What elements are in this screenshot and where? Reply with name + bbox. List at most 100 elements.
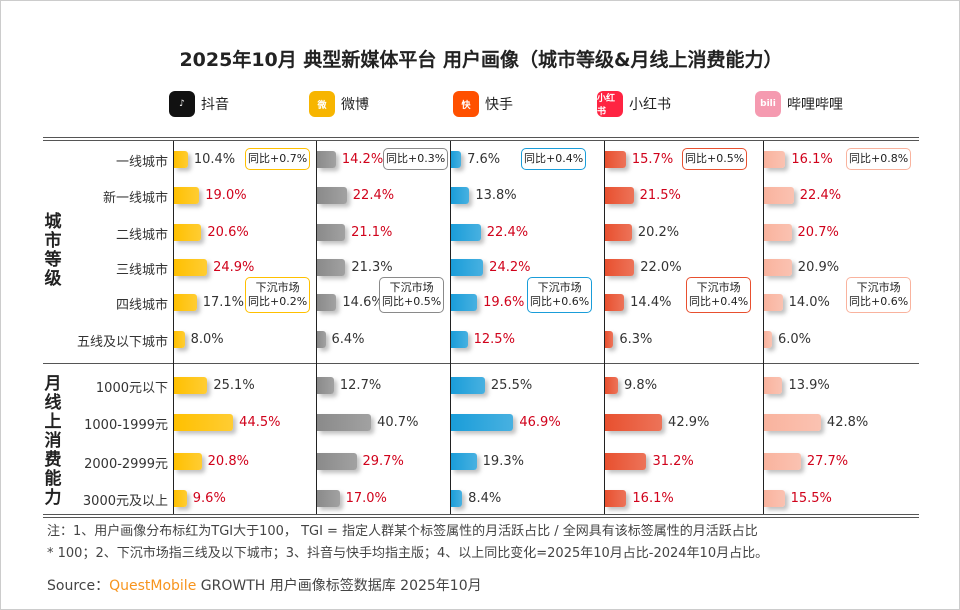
data-label: 25.5% [490,378,533,393]
data-label: 20.7% [797,225,839,240]
bar-city [605,224,632,241]
bar-income [605,490,627,507]
data-label: 24.2% [489,260,531,275]
axis-line-0 [173,141,174,514]
group-label-1: 月线上消费能力 [44,374,62,508]
bar-city [451,151,462,168]
data-label: 20.8% [207,454,249,469]
callout-value: 同比+0.4% [689,295,749,308]
yoy-tier1-callout: 同比+0.7% [245,148,311,170]
data-label: 22.4% [352,188,395,203]
data-label: 29.7% [362,454,404,469]
data-label: 27.7% [806,454,849,469]
bar-city [317,151,336,168]
source-prefix: Source： [47,578,110,594]
bar-income [451,490,463,507]
callout-value: 同比+0.2% [248,295,308,308]
data-label: 8.0% [190,332,224,347]
data-label: 14.4% [630,295,672,310]
bar-income [317,414,372,431]
data-label: 17.0% [345,491,387,506]
data-label: 9.6% [192,491,226,506]
platform-name: 抖音 [201,97,229,113]
platform-logo-4: bili 哔哩哔哩 [755,91,843,117]
bar-city [174,151,188,168]
data-label: 42.8% [826,415,869,430]
bar-city [174,187,200,204]
douyin-icon: ♪ [169,91,195,117]
bar-city [451,331,468,348]
platform-logo-3: 小红书 小红书 [597,91,671,117]
platform-name: 小红书 [629,97,671,113]
weibo-icon: 微 [309,91,335,117]
data-label: 20.9% [797,260,840,275]
bar-city [764,224,792,241]
platform-logo-2: 快快手 [453,91,513,117]
axis-line-2 [450,141,451,514]
yoy-tier1-callout: 同比+0.3% [383,148,449,170]
platform-logo-1: 微微博 [309,91,369,117]
yoy-sinking-callout: 下沉市场 同比+0.6% [846,277,912,313]
yoy-sinking-callout: 下沉市场 同比+0.4% [686,277,752,313]
bar-city [174,224,202,241]
bar-city [174,331,185,348]
bar-city [605,151,626,168]
top-divider [43,137,919,138]
bar-income [605,414,663,431]
data-label: 14.2% [341,152,384,167]
bar-income [174,414,234,431]
footnote-line-2: * 100；2、下沉市场指三线及以下城市；3、抖音与快手均指主版；4、以上同比变… [47,546,769,561]
data-label: 8.4% [468,491,502,506]
bar-city [317,294,337,311]
callout-title: 下沉市场 [696,281,741,294]
data-label: 7.6% [467,152,501,167]
platform-name: 快手 [485,97,513,113]
category-label: 三线城市 [115,263,168,278]
data-label: 31.2% [652,454,694,469]
bar-income [317,377,334,394]
data-label: 21.5% [639,188,681,203]
bar-city [764,294,783,311]
callout-title: 下沉市场 [856,281,901,294]
yoy-tier1-callout: 同比+0.4% [521,148,587,170]
bar-income [174,453,202,470]
data-label: 20.6% [207,225,249,240]
data-label: 13.9% [788,378,830,393]
bar-city [605,331,614,348]
bar-city [605,259,635,276]
category-label: 3000元及以上 [82,494,168,509]
bottom-divider [43,514,919,515]
data-label: 19.6% [483,295,525,310]
bar-income [174,490,187,507]
yoy-sinking-callout: 下沉市场 同比+0.2% [245,277,311,313]
bar-city [174,294,197,311]
category-label: 五线及以下城市 [76,335,168,350]
platform-name: 微博 [341,97,369,113]
bar-city [317,259,346,276]
source-brand: QuestMobile [109,578,197,594]
data-label: 22.0% [640,260,682,275]
bar-income [605,453,647,470]
callout-title: 下沉市场 [389,281,434,294]
data-label: 15.7% [631,152,674,167]
bottom-divider-2 [43,517,919,518]
data-label: 22.4% [486,225,529,240]
data-label: 46.9% [519,415,561,430]
data-label: 24.9% [213,260,255,275]
source: Source：QuestMobile GROWTH 用户画像标签数据库 2025… [47,575,482,595]
callout-value: 同比+0.6% [530,295,590,308]
bar-income [764,490,785,507]
bilibili-icon: bili [755,91,781,117]
callout-title: 下沉市场 [255,281,300,294]
platform-logo-0: ♪ 抖音 [169,91,229,117]
data-label: 17.1% [202,295,245,310]
bar-city [317,187,347,204]
platform-name: 哔哩哔哩 [787,97,843,113]
data-label: 21.1% [351,225,393,240]
kuaishou-icon: 快 [453,91,479,117]
callout-value: 同比+0.6% [849,295,909,308]
data-label: 14.6% [342,295,384,310]
category-label: 新一线城市 [102,191,168,206]
data-label: 6.0% [777,332,811,347]
callout-value: 同比+0.5% [382,295,442,308]
